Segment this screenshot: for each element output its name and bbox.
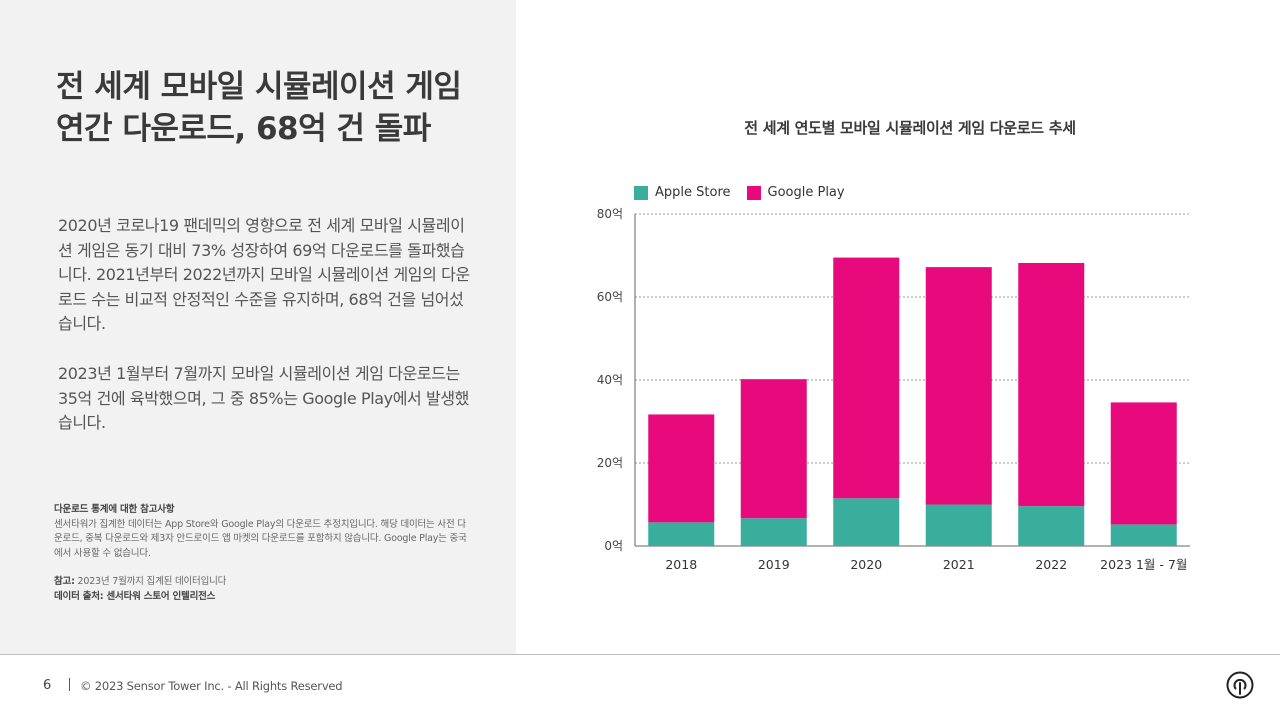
paragraph-covid-growth: 2020년 코로나19 팬데믹의 영향으로 전 세계 모바일 시뮬레이션 게임은… [58, 216, 470, 333]
legend-item-apple-store: Apple Store [634, 185, 731, 200]
footer-divider [0, 654, 1280, 655]
legend-label-apple-store: Apple Store [655, 185, 731, 200]
legend-swatch-google-play [746, 185, 761, 200]
footer-separator [69, 678, 70, 691]
y-tick-label: 60억 [597, 290, 623, 304]
bar-apple-store [925, 504, 992, 546]
bar-google-play [1110, 402, 1177, 525]
bar-google-play [925, 267, 992, 505]
x-tick-label: 2023 1월 - 7월 [1100, 557, 1187, 572]
copyright-text: © 2023 Sensor Tower Inc. - All Rights Re… [80, 679, 343, 693]
bar-apple-store [740, 518, 807, 546]
notes-text: 센서타워가 집계한 데이터는 App Store와 Google Play의 다… [54, 518, 467, 559]
y-tick-label: 0억 [604, 539, 623, 553]
bar-apple-store [1110, 524, 1177, 546]
bar-google-play [648, 414, 715, 523]
y-tick-label: 20억 [597, 456, 623, 470]
x-tick-label: 2021 [943, 557, 975, 572]
downloads-bar-chart: 0억 20억 40억 60억 80억 2018 2019 2020 2021 2022 2023 1… [597, 207, 1190, 572]
paragraph-2023-downloads: 2023년 1월부터 7월까지 모바일 시뮬레이션 게임 다운로드는 35억 건… [58, 364, 470, 432]
chart-title: 전 세계 연도별 모바일 시뮬레이션 게임 다운로드 추세 [744, 119, 1076, 137]
bar-apple-store [1018, 506, 1085, 546]
bar-google-play [833, 257, 900, 499]
x-tick-label: 2018 [665, 557, 697, 572]
bar-google-play [1018, 262, 1085, 507]
reference-label: 참고: [54, 576, 75, 587]
bar-apple-store [833, 498, 900, 546]
sensor-tower-logo-icon [1226, 671, 1254, 699]
reference-text: 2023년 7월까지 집계된 데이터입니다 [77, 576, 227, 587]
title-line-2: 연간 다운로드, 68억 건 돌파 [56, 111, 431, 147]
y-tick-label: 80억 [597, 207, 623, 221]
download-notes: 다운로드 통계에 대한 참고사항 센서타워가 집계한 데이터는 App Stor… [54, 503, 472, 561]
bar-google-play [740, 379, 807, 519]
bar-apple-store [648, 522, 715, 546]
page-number: 6 [43, 678, 52, 693]
title-line-1: 전 세계 모바일 시뮬레이션 게임 [56, 69, 462, 105]
page-title: 전 세계 모바일 시뮬레이션 게임 연간 다운로드, 68억 건 돌파 [56, 66, 496, 150]
y-tick-label: 40억 [597, 373, 623, 387]
legend-swatch-apple-store [634, 185, 648, 200]
x-tick-label: 2020 [850, 557, 882, 572]
x-tick-label: 2022 [1035, 557, 1067, 572]
data-source: 데이터 출처: 센서타워 스토어 인텔리전스 [54, 590, 216, 602]
left-panel [0, 0, 516, 654]
notes-heading: 다운로드 통계에 대한 참고사항 [54, 504, 175, 515]
reference-block: 참고: 2023년 7월까지 집계된 데이터입니다 데이터 출처: 센서타워 스… [54, 575, 472, 604]
chart-legend: Apple Store Google Play [634, 185, 861, 200]
x-tick-label: 2019 [758, 557, 790, 572]
legend-item-google-play: Google Play [746, 185, 845, 200]
legend-label-google-play: Google Play [767, 185, 845, 200]
